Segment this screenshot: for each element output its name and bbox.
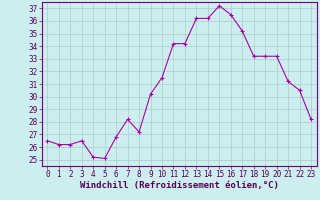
X-axis label: Windchill (Refroidissement éolien,°C): Windchill (Refroidissement éolien,°C): [80, 181, 279, 190]
